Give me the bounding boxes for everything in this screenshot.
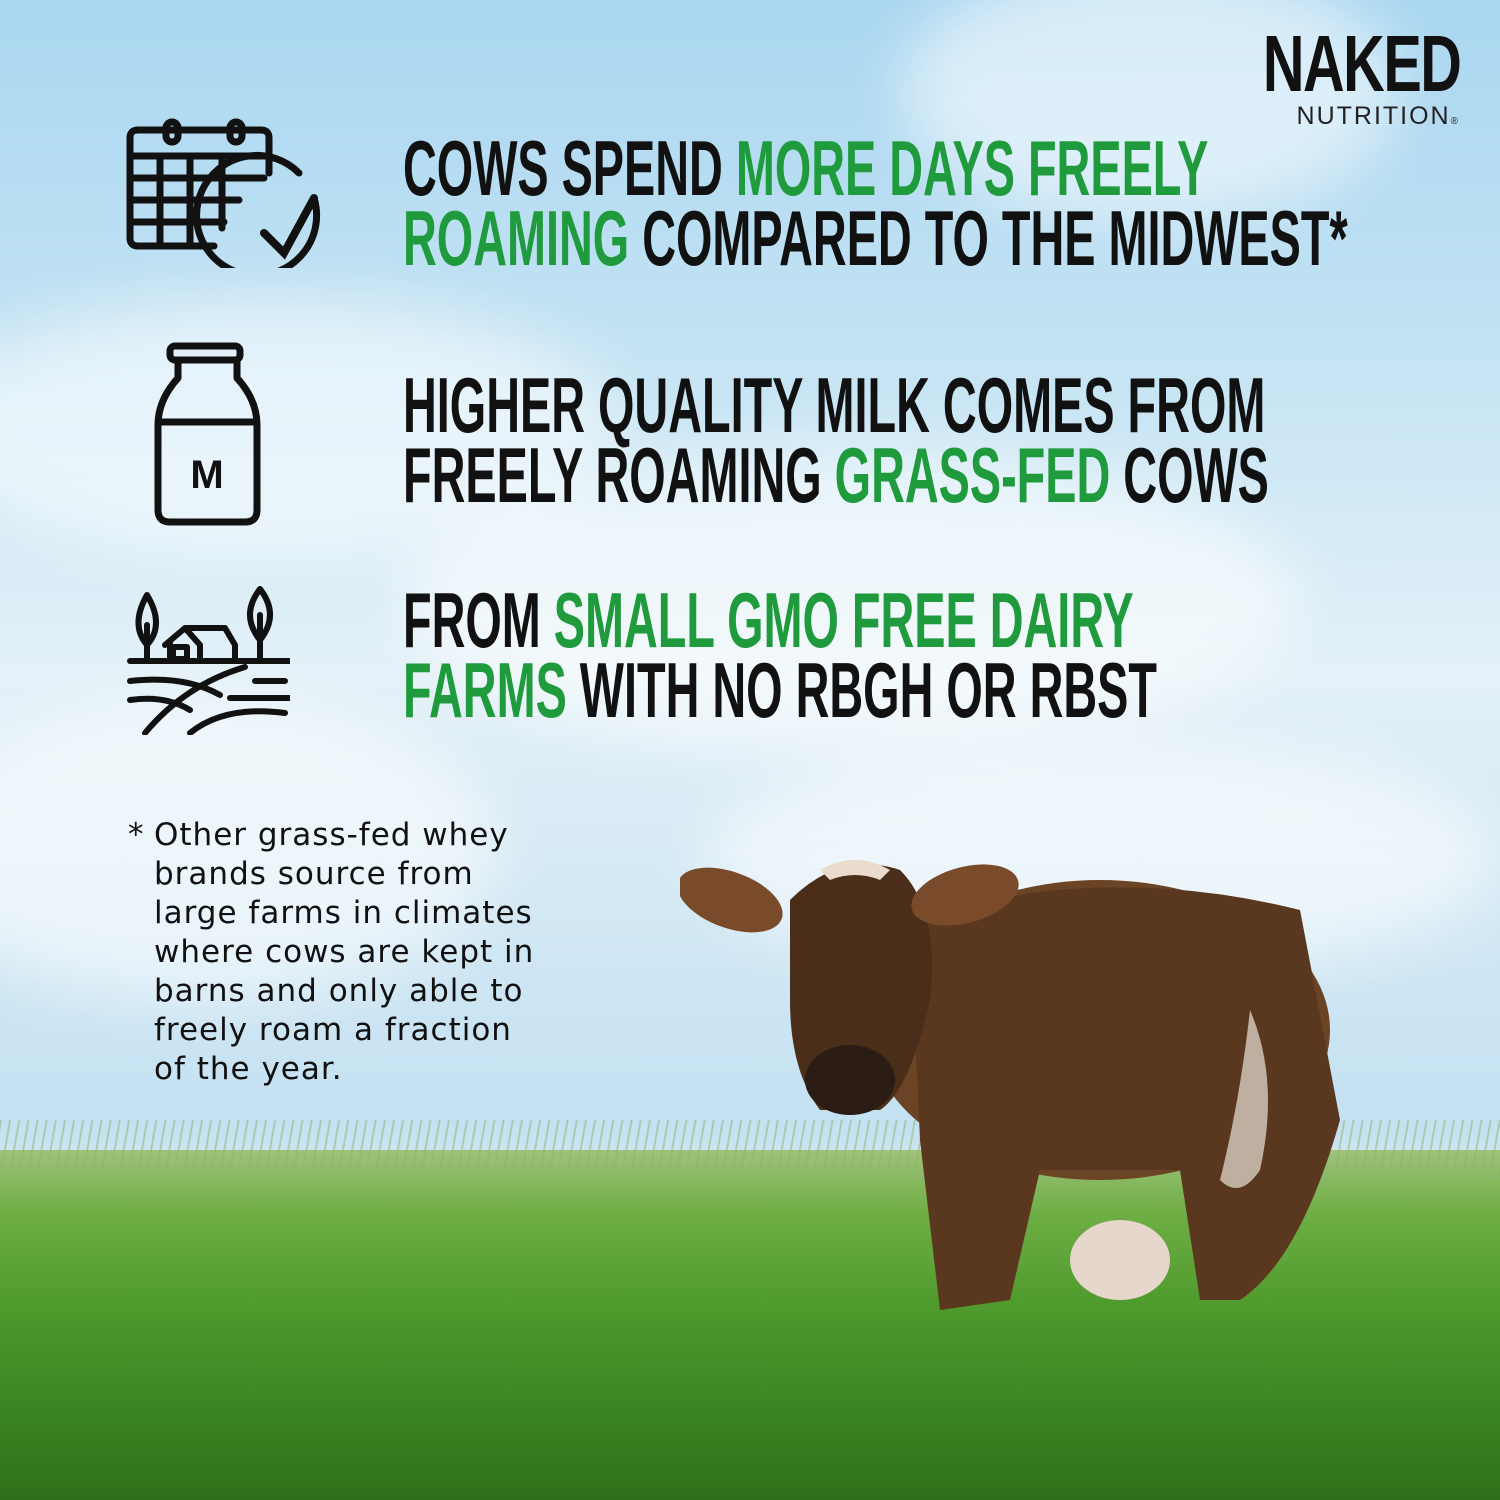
calendar-check-icon: [126, 118, 321, 268]
footnote-line: of the year.: [154, 1051, 343, 1087]
headline-text: FREELY ROAMING: [403, 431, 835, 519]
headline-line: FARMS WITH NO RBGH OR RBST: [403, 651, 1157, 729]
footnote-line: where cows are kept in: [154, 934, 535, 970]
milk-bottle-icon: M: [154, 342, 261, 526]
footnote-line: freely roam a fraction: [154, 1012, 512, 1048]
logo-subtitle: NUTRITION: [1296, 102, 1451, 130]
footnote-line: brands source from: [154, 856, 474, 892]
footnote: * Other grass-fed whey brands source fro…: [128, 816, 624, 1089]
farm-icon: [127, 586, 290, 735]
footnote-line: barns and only able to: [154, 973, 524, 1009]
logo-wordmark: NAKED: [1262, 19, 1461, 108]
milk-bottle-label: M: [190, 453, 223, 497]
headline-line: FROM SMALL GMO FREE DAIRY: [403, 581, 1157, 659]
brand-logo: NAKED NUTRITION®: [1186, 19, 1461, 131]
feature-small-farms-text: FROM SMALL GMO FREE DAIRY FARMS WITH NO …: [403, 581, 1157, 729]
registered-mark: ®: [1450, 116, 1460, 127]
headline-text: COMPARED TO THE MIDWEST*: [629, 194, 1348, 282]
footnote-line: Other grass-fed whey: [154, 817, 509, 853]
headline-text: FROM: [403, 576, 554, 664]
highlight-text: SMALL GMO FREE DAIRY: [553, 576, 1134, 664]
headline-line: HIGHER QUALITY MILK COMES FROM: [403, 366, 1269, 444]
headline-text: WITH NO RBGH OR RBST: [566, 646, 1157, 734]
headline-text: COWS SPEND: [403, 124, 736, 212]
headline-text: COWS: [1110, 431, 1269, 519]
headline-text: HIGHER QUALITY MILK COMES FROM: [403, 361, 1266, 449]
headline-line: ROAMING COMPARED TO THE MIDWEST*: [403, 199, 1348, 277]
highlight-text: GRASS-FED: [834, 431, 1111, 519]
headline-line: COWS SPEND MORE DAYS FREELY: [403, 129, 1348, 207]
headline-line: FREELY ROAMING GRASS-FED COWS: [403, 436, 1269, 514]
cow-photo: [680, 860, 1340, 1310]
highlight-text: ROAMING: [403, 194, 630, 282]
footnote-line: large farms in climates: [154, 895, 533, 931]
feature-free-roaming-text: COWS SPEND MORE DAYS FREELY ROAMING COMP…: [403, 129, 1348, 277]
feature-quality-milk-text: HIGHER QUALITY MILK COMES FROM FREELY RO…: [403, 366, 1269, 514]
highlight-text: FARMS: [403, 646, 567, 734]
highlight-text: MORE DAYS FREELY: [735, 124, 1209, 212]
footnote-asterisk: *: [128, 817, 145, 853]
